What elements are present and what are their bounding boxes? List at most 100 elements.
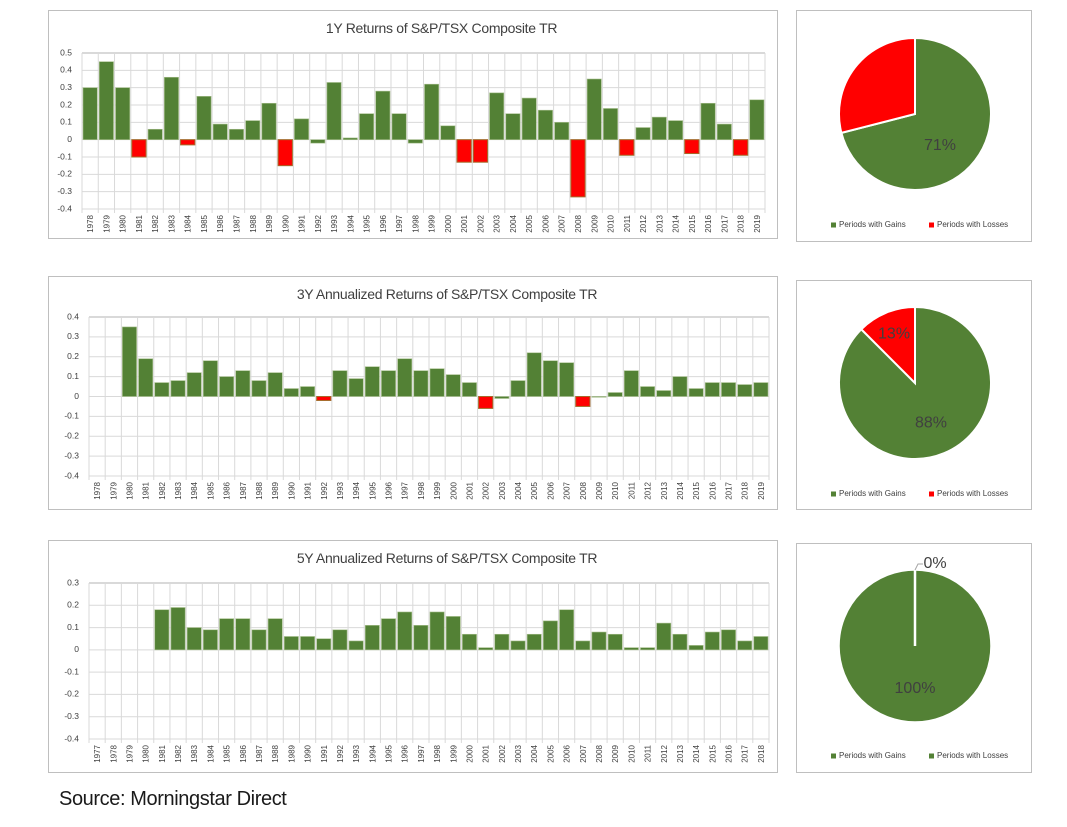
legend-swatch-losses — [929, 222, 934, 228]
pie-data-label: 13% — [878, 325, 910, 342]
bar-2005 — [526, 352, 542, 397]
bar-1981 — [154, 609, 170, 651]
bar-1988 — [267, 618, 283, 651]
x-tick-label: 2016 — [708, 481, 717, 499]
bar-2013 — [656, 390, 672, 397]
bar-1979 — [98, 61, 114, 140]
bar-1985 — [203, 360, 218, 397]
x-tick-label: 2011 — [623, 214, 632, 232]
x-tick-label: 1998 — [417, 481, 426, 499]
pie-5y-svg: 100% 0% Periods with Gains Periods with Los… — [831, 555, 1008, 760]
x-tick-label: 2003 — [498, 481, 507, 499]
bar-2016 — [704, 382, 720, 397]
bar-1984 — [203, 629, 218, 651]
legend-swatch-losses — [929, 491, 934, 497]
x-tick-label: 2016 — [704, 214, 713, 232]
x-tick-label: 2012 — [639, 214, 648, 232]
x-tick-label: 1988 — [249, 214, 258, 232]
y-tick-label: -0.3 — [64, 450, 79, 460]
legend-swatch-gains — [831, 222, 836, 228]
bar-2002 — [478, 396, 494, 409]
legend-label-losses: Periods with Losses — [937, 220, 1008, 229]
y-tick-label: 0 — [74, 644, 79, 654]
bar-1994 — [342, 137, 358, 140]
bar-2001 — [462, 382, 477, 397]
bar-2009 — [586, 78, 602, 140]
x-tick-label: 1992 — [314, 214, 323, 232]
legend-swatch-gains — [831, 753, 836, 759]
y-tick-label: 0.1 — [60, 117, 72, 127]
x-tick-label: 2010 — [607, 214, 616, 232]
bar-2010 — [623, 647, 639, 651]
bar-2004 — [510, 380, 526, 397]
bar-2002 — [494, 633, 510, 651]
bar-1998 — [407, 139, 423, 144]
y-tick-label: -0.3 — [64, 711, 79, 721]
x-tick-label: 2009 — [595, 481, 604, 499]
x-tick-label: 2004 — [514, 481, 523, 499]
chart-title: 5Y Annualized Returns of S&P/TSX Composi… — [297, 550, 598, 566]
bar-2011 — [619, 139, 635, 156]
chart-title: 3Y Annualized Returns of S&P/TSX Composi… — [297, 286, 598, 302]
bar-2003 — [494, 396, 510, 399]
bar-1999 — [424, 83, 440, 140]
y-tick-label: 0.5 — [60, 47, 72, 57]
bar-1984 — [186, 372, 202, 397]
bar-2018 — [737, 384, 753, 397]
bar-1982 — [147, 128, 163, 140]
bar-1984 — [180, 139, 196, 146]
x-tick-label: 2010 — [627, 744, 636, 762]
x-tick-label: 2006 — [563, 744, 572, 762]
x-tick-label: 2008 — [574, 214, 583, 232]
x-tick-label: 2002 — [476, 214, 485, 232]
bar-2007 — [554, 122, 570, 140]
bar-1978 — [82, 87, 98, 140]
bar-1990 — [283, 388, 299, 397]
chart-3y-returns: 3Y Annualized Returns of S&P/TSX Composi… — [48, 276, 778, 510]
bar-2012 — [656, 622, 672, 651]
bar-1985 — [219, 618, 235, 651]
y-tick-label: 0 — [67, 134, 72, 144]
x-tick-label: 2011 — [627, 481, 636, 499]
x-tick-label: 2018 — [737, 214, 746, 232]
y-tick-label: -0.1 — [57, 151, 72, 161]
x-tick-label: 2007 — [579, 744, 588, 762]
x-tick-label: 1994 — [346, 214, 355, 232]
legend-swatch-gains — [831, 491, 836, 497]
bar-1982 — [170, 607, 186, 651]
x-tick-label: 2005 — [525, 214, 534, 232]
y-tick-label: 0.3 — [67, 577, 79, 587]
y-tick-label: -0.1 — [64, 411, 79, 421]
x-tick-label: 1986 — [216, 214, 225, 232]
bar-1997 — [413, 625, 429, 651]
x-tick-label: 2019 — [757, 481, 766, 499]
x-tick-label: 2002 — [482, 481, 491, 499]
bar-1993 — [348, 640, 364, 651]
x-tick-label: 2013 — [660, 481, 669, 499]
bar-1997 — [397, 358, 413, 397]
bar-1993 — [326, 82, 342, 140]
x-tick-label: 2001 — [482, 744, 491, 762]
bar-2019 — [753, 382, 769, 397]
bar-1983 — [186, 627, 202, 651]
bar-1992 — [310, 139, 326, 144]
bar-2000 — [462, 633, 477, 651]
x-tick-label: 2003 — [514, 744, 523, 762]
x-tick-label: 1977 — [93, 744, 102, 762]
x-tick-label: 1980 — [125, 481, 134, 499]
bar-1988 — [251, 380, 267, 397]
x-tick-label: 1981 — [142, 481, 151, 499]
pie-slice-losses — [838, 36, 916, 135]
x-tick-label: 2008 — [579, 481, 588, 499]
y-tick-label: 0.3 — [60, 82, 72, 92]
y-tick-label: -0.4 — [57, 203, 72, 213]
bar-1996 — [381, 370, 396, 397]
bar-1987 — [251, 629, 267, 651]
bar-1986 — [212, 123, 228, 140]
bar-1994 — [364, 625, 380, 651]
x-tick-label: 2015 — [708, 744, 717, 762]
y-tick-label: 0.4 — [60, 65, 72, 75]
bar-1980 — [122, 326, 137, 397]
bar-1991 — [294, 118, 309, 140]
x-tick-label: 1993 — [352, 744, 361, 762]
